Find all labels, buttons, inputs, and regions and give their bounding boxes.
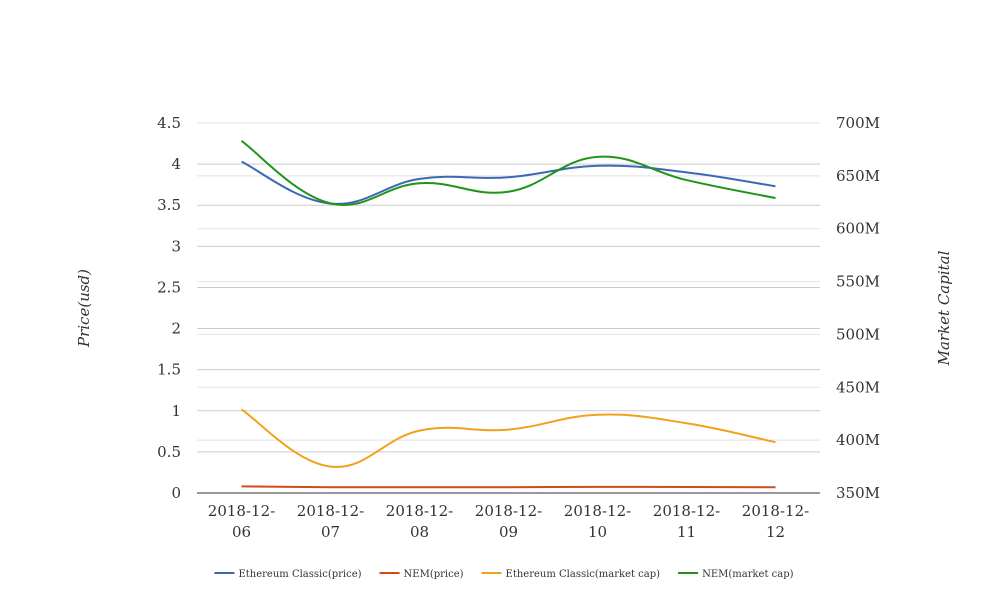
x-tick-label: 2018-12-08 [386,502,453,541]
x-tick-label: 2018-12-12 [742,502,809,541]
y-right-tick-label: 350M [836,484,880,502]
legend-label: NEM(price) [404,569,464,580]
y-left-tick-label: 1 [171,402,181,420]
series-line-1 [241,485,776,489]
legend-item: NEM(price) [379,569,464,580]
legend-item: NEM(market cap) [678,569,794,580]
y-right-tick-label: 650M [836,167,880,185]
y-right-tick-label: 500M [836,325,880,343]
y-right-tick-label: 600M [836,220,880,238]
axes: 0 0.5 1 1.5 2 2.5 3 3.5 4 4.5 350M 400M 450M 500M 550M… [75,114,953,541]
y-left-tick-label: 3.5 [157,196,181,214]
series-line-2 [240,408,776,468]
grid-lines [197,122,820,453]
y-left-tick-label: 0.5 [157,443,181,461]
y-right-tick-label: 450M [836,378,880,396]
y-left-tick-label: 1.5 [157,361,181,379]
y-right-tick-label: 700M [836,114,880,132]
legend-label: Ethereum Classic(price) [238,569,361,580]
y-left-tick-label: 2.5 [157,278,181,296]
legend-item: Ethereum Classic(market cap) [481,569,661,580]
y-left-tick-label: 0 [171,484,181,502]
y-left-tick-label: 2 [171,320,181,338]
x-tick-label: 2018-12-09 [475,502,542,541]
legend-item: Ethereum Classic(price) [214,569,362,580]
x-tick-label: 2018-12-06 [208,502,275,541]
x-tick-label: 2018-12-10 [564,502,631,541]
series-lines [240,140,776,489]
legend-label: NEM(market cap) [702,569,794,580]
y-right-tick-label: 400M [836,431,880,449]
y-left-tick-label: 4 [171,155,181,173]
y-right-tick-label: 550M [836,273,880,291]
series-line-3 [240,140,776,206]
y-left-tick-label: 4.5 [157,114,181,132]
legend-label: Ethereum Classic(market cap) [506,569,661,580]
y-left-tick-label: 3 [171,237,181,255]
legend: Ethereum Classic(price) NEM(price) Ethereu… [214,569,794,580]
x-tick-label: 2018-12-07 [297,502,364,541]
x-tick-label: 2018-12-11 [653,502,720,541]
y-axis-title: Price(usd) [75,269,93,348]
y2-axis-title: Market Capital [935,250,953,366]
